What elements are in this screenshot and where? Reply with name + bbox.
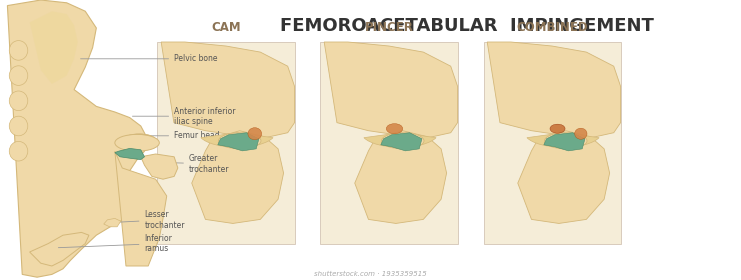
Text: Pelvic bone: Pelvic bone xyxy=(81,54,218,63)
Wedge shape xyxy=(527,133,599,147)
Polygon shape xyxy=(104,218,121,227)
Ellipse shape xyxy=(9,116,28,136)
Text: shutterstock.com · 1935359515: shutterstock.com · 1935359515 xyxy=(314,271,427,277)
Ellipse shape xyxy=(9,66,28,85)
Polygon shape xyxy=(115,151,167,266)
Polygon shape xyxy=(161,42,294,139)
Ellipse shape xyxy=(9,91,28,111)
Ellipse shape xyxy=(550,124,565,133)
Polygon shape xyxy=(488,42,620,139)
Polygon shape xyxy=(381,133,422,151)
Circle shape xyxy=(115,134,159,151)
FancyBboxPatch shape xyxy=(320,42,457,244)
Text: PINCER: PINCER xyxy=(365,21,413,34)
Polygon shape xyxy=(141,154,178,179)
Polygon shape xyxy=(355,131,447,223)
Text: Femur head: Femur head xyxy=(138,131,220,140)
Polygon shape xyxy=(518,131,610,223)
Polygon shape xyxy=(30,11,78,84)
Circle shape xyxy=(123,134,156,146)
Text: FEMOROACETABULAR  IMPINGEMENT: FEMOROACETABULAR IMPINGEMENT xyxy=(280,17,654,35)
Polygon shape xyxy=(192,131,284,223)
Ellipse shape xyxy=(575,128,587,139)
Text: CAM: CAM xyxy=(211,21,241,34)
Text: Anterior inferior
iliac spine: Anterior inferior iliac spine xyxy=(133,106,236,126)
Ellipse shape xyxy=(9,41,28,60)
Ellipse shape xyxy=(386,124,403,134)
Text: Greater
trochanter: Greater trochanter xyxy=(162,154,230,174)
Text: COMBINED: COMBINED xyxy=(516,21,588,34)
Text: Inferior
ramus: Inferior ramus xyxy=(59,234,173,253)
Ellipse shape xyxy=(248,128,262,140)
Polygon shape xyxy=(115,148,144,160)
FancyBboxPatch shape xyxy=(483,42,620,244)
Circle shape xyxy=(219,133,261,149)
Circle shape xyxy=(545,133,587,149)
Polygon shape xyxy=(544,133,585,151)
Ellipse shape xyxy=(9,141,28,161)
Polygon shape xyxy=(325,42,457,139)
Polygon shape xyxy=(7,0,148,277)
FancyBboxPatch shape xyxy=(157,42,294,244)
Polygon shape xyxy=(30,232,89,266)
Polygon shape xyxy=(218,133,259,151)
Text: Lesser
trochanter: Lesser trochanter xyxy=(113,210,185,230)
Wedge shape xyxy=(364,133,436,147)
Wedge shape xyxy=(201,133,273,147)
Circle shape xyxy=(382,133,424,149)
